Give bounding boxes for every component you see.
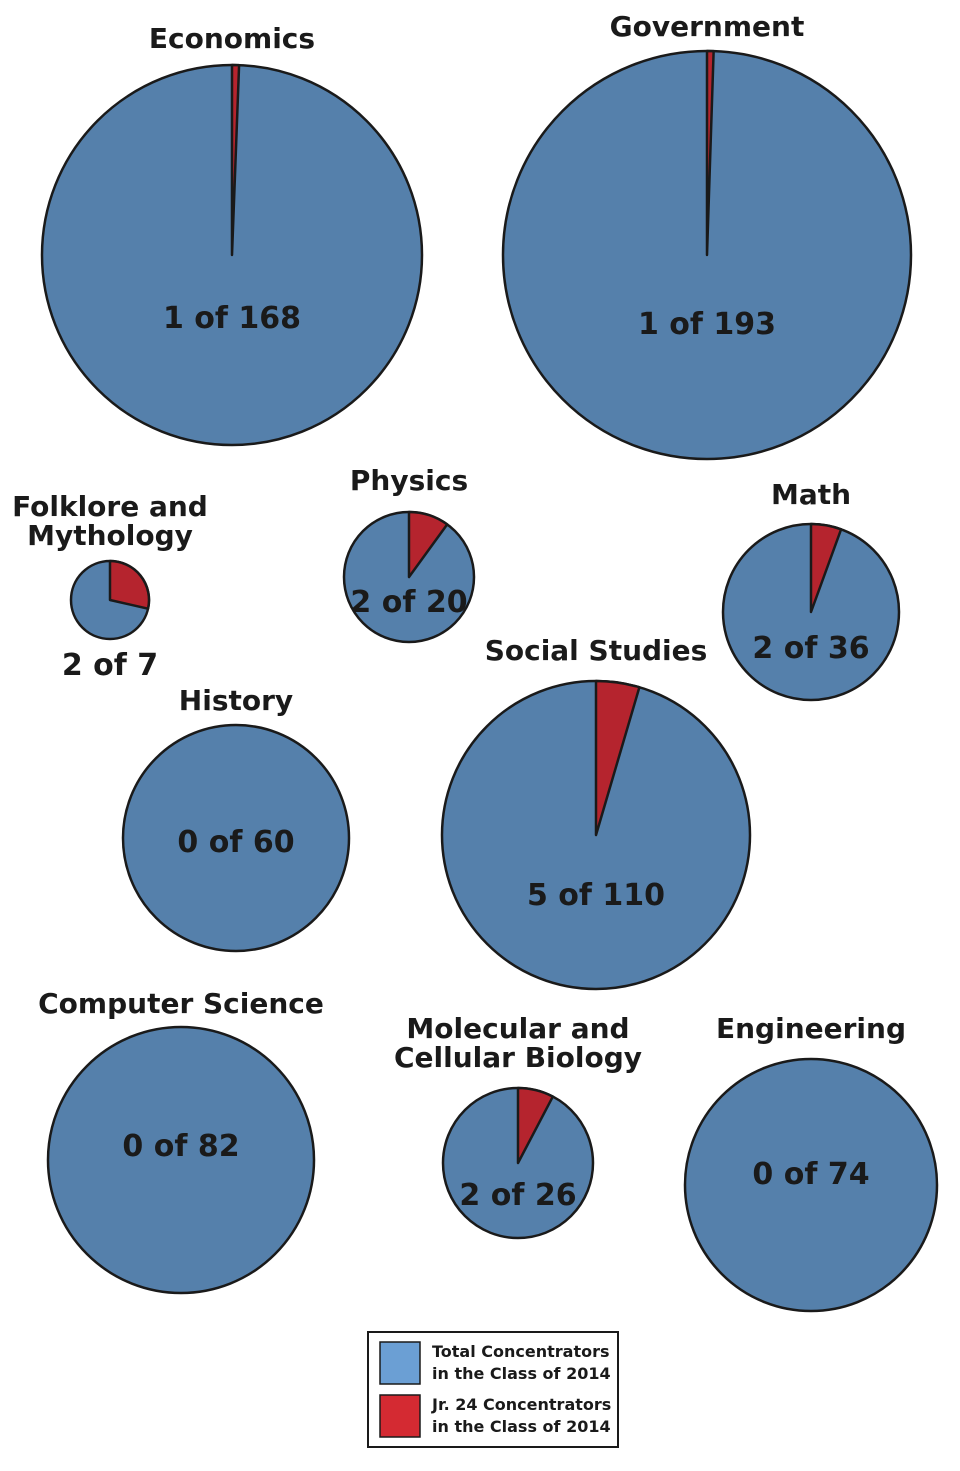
legend-label-total-line2: in the Class of 2014 [432, 1364, 611, 1383]
pie-value-label-economics: 1 of 168 [163, 301, 301, 336]
pie-physics: Physics 2 of 20 [342, 464, 476, 644]
pie-value-label-folklore-and-mythology: 2 of 7 [62, 648, 158, 683]
pie-title-social-studies: Social Studies [485, 634, 708, 667]
slice-jr24-government [705, 49, 715, 257]
legend-label-jr24-line1: Jr. 24 Concentrators [431, 1395, 611, 1414]
pie-title-computer-science: Computer Science [38, 987, 324, 1020]
pie-value-label-computer-science: 0 of 82 [122, 1129, 239, 1164]
pie-computer-science: Computer Science 0 of 82 [38, 987, 324, 1295]
pie-title-molecular-and-cellular-biology-line2: Cellular Biology [394, 1041, 642, 1074]
slice-total-engineering [683, 1057, 939, 1313]
pie-value-label-social-studies: 5 of 110 [527, 878, 665, 913]
pie-title-folklore-and-mythology-line1: Folklore and [12, 490, 208, 523]
slice-jr24-physics [407, 510, 449, 579]
pie-value-label-engineering: 0 of 74 [752, 1157, 869, 1192]
legend-swatch-jr24 [379, 1394, 421, 1438]
slice-jr24-math [809, 522, 843, 614]
pie-value-label-molecular-and-cellular-biology: 2 of 26 [459, 1178, 576, 1213]
pie-government: Government 1 of 193 [501, 10, 913, 461]
pie-history: History 0 of 60 [121, 684, 351, 953]
pie-title-molecular-and-cellular-biology-line1: Molecular and [406, 1012, 629, 1045]
slice-jr24-economics [230, 63, 241, 257]
pie-value-label-history: 0 of 60 [177, 825, 294, 860]
legend-swatch-total [379, 1341, 421, 1385]
slice-jr24-molecular-and-cellular-biology [516, 1086, 555, 1165]
pie-title-physics: Physics [350, 464, 468, 497]
pie-value-label-physics: 2 of 20 [350, 585, 467, 620]
pie-title-economics: Economics [149, 22, 315, 55]
pie-title-math: Math [771, 478, 851, 511]
slice-jr24-folklore-and-mythology [108, 559, 151, 610]
pie-social-studies: Social Studies 5 of 110 [440, 634, 752, 991]
slice-total-computer-science [46, 1025, 316, 1295]
legend-label-jr24-line2: in the Class of 2014 [432, 1417, 611, 1436]
pie-title-engineering: Engineering [716, 1012, 906, 1045]
pie-title-government: Government [610, 10, 805, 43]
pie-value-label-government: 1 of 193 [638, 307, 776, 342]
slice-jr24-social-studies [594, 679, 641, 837]
slice-total-history [121, 723, 351, 953]
pie-math: Math 2 of 36 [721, 478, 901, 702]
pie-engineering: Engineering 0 of 74 [683, 1012, 939, 1313]
legend: Total Concentrators in the Class of 2014 J… [367, 1331, 619, 1448]
pie-economics: Economics 1 of 168 [40, 22, 424, 447]
pie-title-folklore-and-mythology-line2: Mythology [27, 519, 193, 552]
pie-value-label-math: 2 of 36 [752, 631, 869, 666]
legend-label-total-line1: Total Concentrators [432, 1342, 610, 1361]
pie-title-history: History [179, 684, 293, 717]
